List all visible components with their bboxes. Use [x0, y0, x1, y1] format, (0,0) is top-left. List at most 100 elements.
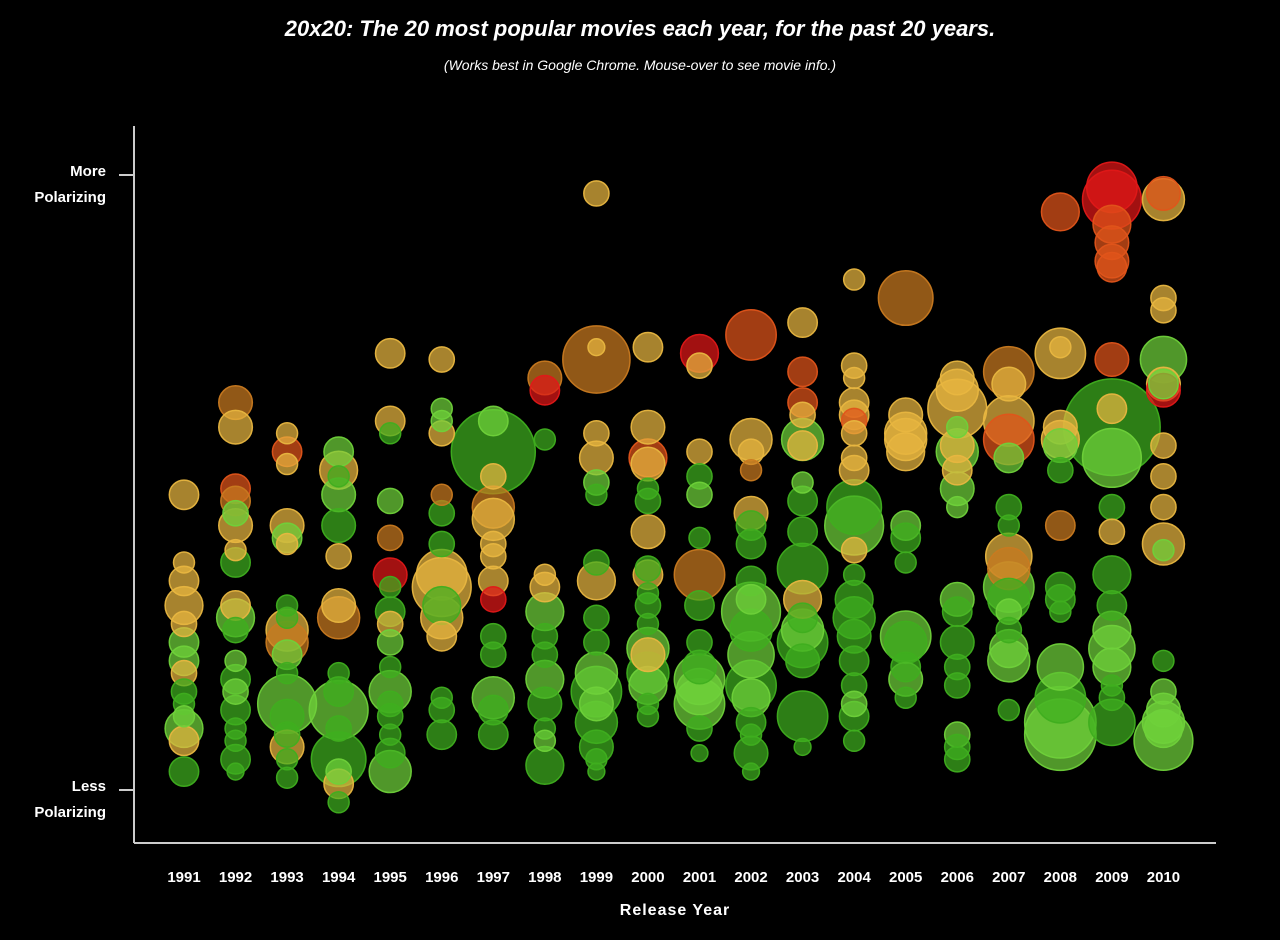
- movie-bubble[interactable]: [785, 643, 821, 679]
- movie-bubble[interactable]: [477, 719, 509, 751]
- movie-bubble[interactable]: [840, 419, 868, 447]
- movie-bubble[interactable]: [583, 180, 610, 207]
- movie-bubble[interactable]: [585, 483, 608, 507]
- movie-bubble[interactable]: [168, 725, 200, 757]
- movie-bubble[interactable]: [479, 586, 507, 613]
- movie-bubble[interactable]: [894, 686, 917, 709]
- movie-bubble[interactable]: [378, 422, 402, 445]
- movie-bubble[interactable]: [842, 729, 866, 753]
- movie-bubble[interactable]: [426, 620, 458, 652]
- movie-bubble[interactable]: [222, 616, 249, 644]
- movie-bubble[interactable]: [327, 791, 350, 814]
- movie-bubble[interactable]: [789, 401, 816, 429]
- movie-bubble[interactable]: [1152, 649, 1175, 673]
- movie-bubble[interactable]: [834, 579, 874, 619]
- movie-bubble[interactable]: [428, 346, 456, 373]
- movie-bubble[interactable]: [275, 532, 299, 556]
- movie-bubble[interactable]: [787, 307, 819, 339]
- movie-bubble[interactable]: [224, 729, 247, 753]
- movie-bubble[interactable]: [688, 526, 711, 550]
- movie-bubble[interactable]: [941, 454, 973, 486]
- movie-bubble[interactable]: [1150, 678, 1177, 705]
- movie-bubble[interactable]: [218, 409, 254, 445]
- movie-bubble[interactable]: [739, 458, 763, 482]
- movie-bubble[interactable]: [1047, 456, 1074, 484]
- movie-bubble[interactable]: [224, 649, 247, 673]
- movie-bubble[interactable]: [1036, 643, 1085, 691]
- movie-bubble[interactable]: [430, 686, 453, 709]
- movie-bubble[interactable]: [886, 432, 926, 472]
- movie-bubble[interactable]: [378, 723, 402, 746]
- movie-bubble[interactable]: [842, 268, 866, 291]
- movie-bubble[interactable]: [275, 606, 299, 630]
- movie-bubble[interactable]: [842, 563, 866, 586]
- movie-bubble[interactable]: [735, 583, 767, 615]
- movie-bubble[interactable]: [725, 308, 777, 361]
- movie-bubble[interactable]: [1150, 432, 1177, 459]
- movie-bubble[interactable]: [325, 758, 352, 785]
- movie-bubble[interactable]: [1049, 600, 1072, 623]
- movie-bubble[interactable]: [275, 661, 299, 685]
- movie-bubble[interactable]: [376, 629, 404, 656]
- movie-bubble[interactable]: [686, 629, 713, 656]
- movie-bubble[interactable]: [791, 471, 814, 494]
- movie-bubble[interactable]: [529, 374, 561, 406]
- movie-bubble[interactable]: [170, 610, 198, 638]
- movie-bubble[interactable]: [1096, 590, 1128, 621]
- movie-bubble[interactable]: [172, 551, 196, 574]
- movie-bubble[interactable]: [479, 542, 507, 570]
- movie-bubble[interactable]: [578, 686, 614, 722]
- movie-bubble[interactable]: [630, 637, 666, 673]
- movie-bubble[interactable]: [325, 542, 352, 570]
- movie-bubble[interactable]: [273, 721, 301, 749]
- movie-bubble[interactable]: [583, 549, 610, 576]
- movie-bubble[interactable]: [327, 661, 350, 685]
- movie-bubble[interactable]: [1081, 427, 1143, 489]
- movie-bubble[interactable]: [562, 325, 631, 394]
- movie-bubble[interactable]: [729, 608, 773, 652]
- movie-bubble[interactable]: [378, 655, 402, 679]
- movie-bubble[interactable]: [997, 698, 1021, 722]
- movie-bubble[interactable]: [378, 575, 402, 599]
- movie-bubble[interactable]: [533, 729, 557, 753]
- movie-bubble[interactable]: [587, 762, 606, 781]
- movie-bubble[interactable]: [1094, 341, 1130, 378]
- movie-bubble[interactable]: [686, 481, 713, 509]
- movie-bubble[interactable]: [376, 524, 404, 552]
- movie-bubble[interactable]: [1096, 393, 1128, 425]
- movie-bubble[interactable]: [226, 762, 245, 781]
- movie-bubble[interactable]: [1092, 555, 1132, 595]
- movie-bubble[interactable]: [632, 331, 664, 363]
- movie-bubble[interactable]: [1098, 518, 1126, 546]
- movie-bubble[interactable]: [220, 590, 252, 621]
- movie-bubble[interactable]: [890, 522, 922, 554]
- movie-bubble[interactable]: [583, 419, 610, 447]
- movie-bubble[interactable]: [1150, 463, 1177, 490]
- movie-bubble[interactable]: [840, 536, 868, 564]
- movie-bubble[interactable]: [890, 651, 922, 683]
- movie-bubble[interactable]: [533, 563, 557, 586]
- movie-bubble[interactable]: [376, 487, 404, 515]
- movie-bubble[interactable]: [479, 463, 507, 490]
- movie-bubble[interactable]: [531, 641, 559, 669]
- movie-bubble[interactable]: [275, 452, 299, 476]
- movie-bubble[interactable]: [946, 495, 969, 519]
- movie-bubble[interactable]: [787, 516, 819, 548]
- movie-bubble[interactable]: [888, 397, 924, 433]
- movie-bubble[interactable]: [838, 645, 870, 677]
- movie-bubble[interactable]: [787, 430, 819, 462]
- movie-bubble[interactable]: [275, 766, 299, 789]
- movie-bubble[interactable]: [426, 719, 458, 751]
- movie-bubble[interactable]: [787, 356, 819, 388]
- movie-bubble[interactable]: [1044, 510, 1076, 541]
- movie-bubble[interactable]: [636, 704, 660, 728]
- movie-bubble[interactable]: [321, 587, 357, 624]
- movie-bubble[interactable]: [422, 585, 462, 626]
- movie-bubble[interactable]: [479, 641, 507, 669]
- movie-bubble[interactable]: [222, 678, 249, 705]
- movie-bubble[interactable]: [739, 723, 763, 746]
- movie-bubble[interactable]: [941, 596, 973, 628]
- movie-bubble[interactable]: [172, 704, 196, 728]
- movie-bubble[interactable]: [1096, 251, 1128, 283]
- movie-bubble[interactable]: [222, 499, 249, 527]
